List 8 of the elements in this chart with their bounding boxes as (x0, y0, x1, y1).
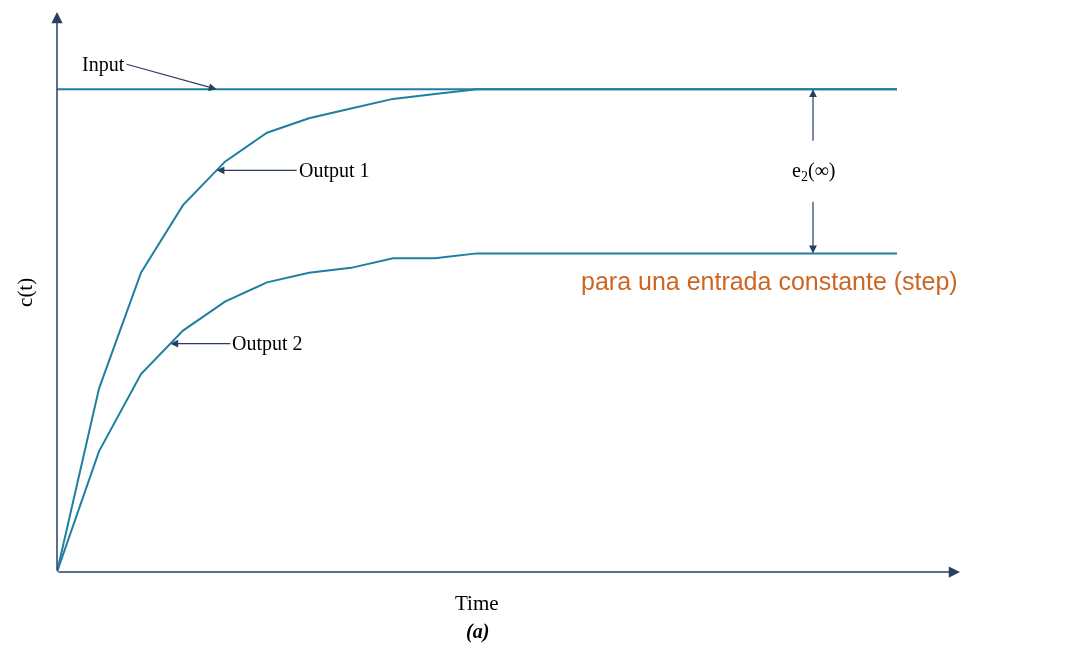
series-label: Input (82, 53, 125, 76)
series-label: Output 2 (232, 332, 303, 355)
annotation: e$_{2}$(∞) (792, 159, 836, 185)
text: (a) (466, 620, 490, 643)
y-axis-title: c(t) (12, 277, 37, 307)
x-axis-title: Time (455, 591, 499, 615)
series-label: Output 1 (299, 159, 370, 182)
annotation: para una entrada constante (step) (581, 267, 958, 295)
